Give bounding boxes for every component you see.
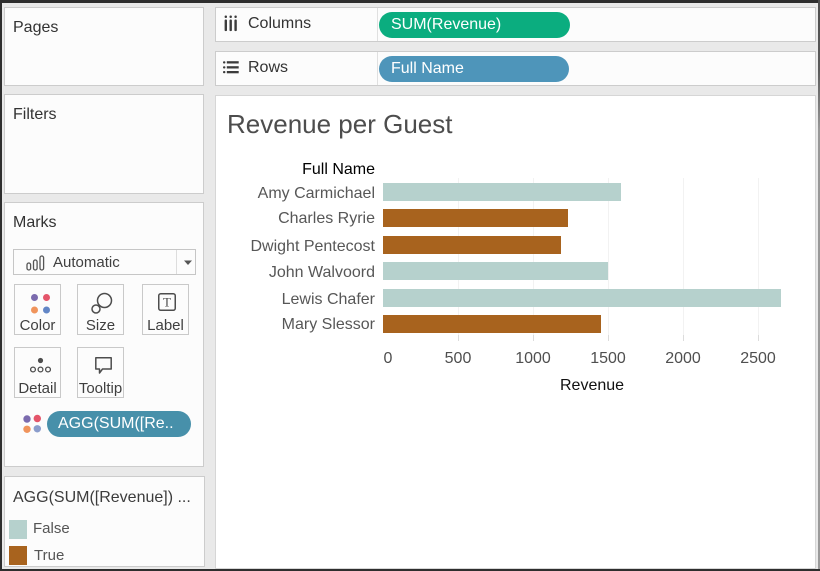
svg-text:T: T bbox=[163, 295, 171, 310]
